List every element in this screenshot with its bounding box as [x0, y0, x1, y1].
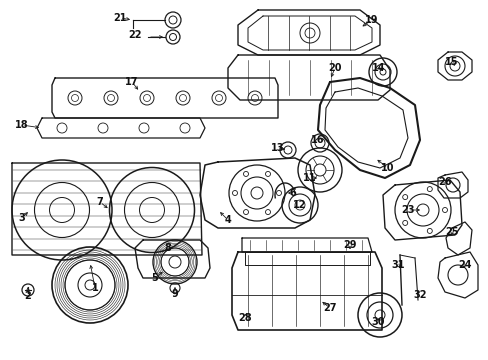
Text: 13: 13 [271, 143, 284, 153]
Text: 12: 12 [293, 200, 306, 210]
Text: 32: 32 [412, 290, 426, 300]
Text: 26: 26 [437, 177, 451, 187]
Text: 27: 27 [323, 303, 336, 313]
Text: 28: 28 [238, 313, 251, 323]
Text: 29: 29 [343, 240, 356, 250]
Text: 19: 19 [365, 15, 378, 25]
Text: 25: 25 [445, 227, 458, 237]
Text: 15: 15 [445, 57, 458, 67]
Text: 17: 17 [125, 77, 139, 87]
Text: 6: 6 [289, 188, 296, 198]
Text: 21: 21 [113, 13, 126, 23]
Text: 9: 9 [171, 289, 178, 299]
Text: 10: 10 [381, 163, 394, 173]
Text: 16: 16 [311, 135, 324, 145]
Text: 22: 22 [128, 30, 142, 40]
Text: 30: 30 [370, 317, 384, 327]
Text: 11: 11 [303, 173, 316, 183]
Text: 31: 31 [390, 260, 404, 270]
Text: 20: 20 [327, 63, 341, 73]
Text: 8: 8 [164, 243, 171, 253]
Text: 18: 18 [15, 120, 29, 130]
Text: 7: 7 [97, 197, 103, 207]
Text: 14: 14 [371, 63, 385, 73]
Text: 1: 1 [91, 283, 98, 293]
Text: 2: 2 [24, 291, 31, 301]
Text: 3: 3 [19, 213, 25, 223]
Text: 5: 5 [151, 273, 158, 283]
Text: 24: 24 [457, 260, 471, 270]
Text: 23: 23 [401, 205, 414, 215]
Text: 4: 4 [224, 215, 231, 225]
